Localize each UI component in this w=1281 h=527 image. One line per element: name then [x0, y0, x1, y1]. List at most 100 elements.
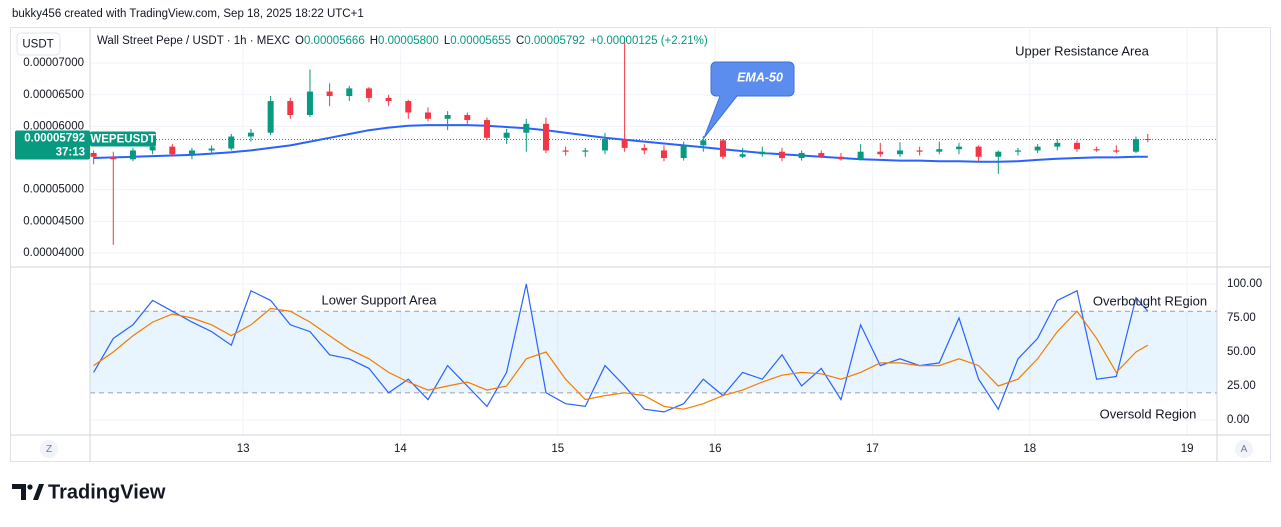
logo-dot: [27, 484, 33, 490]
annotation: Lower Support Area: [322, 292, 438, 307]
y-tick-label: 0.00004000: [23, 247, 84, 259]
candle-body: [385, 97, 392, 102]
symbol-legend: Wall Street Pepe / USDT · 1h · MEXC O0.00…: [97, 35, 708, 47]
x-tick-label: 14: [394, 443, 407, 455]
rsi-line: [93, 283, 1149, 413]
last-price-tag: [15, 130, 90, 160]
candle-body: [267, 101, 274, 133]
price-change: +0.00000125 (+2.21%): [590, 35, 708, 47]
y-tick-label: 0.00: [1227, 414, 1249, 426]
x-tick-label: 17: [866, 443, 879, 455]
ema-callout: [703, 61, 795, 139]
candle-body: [601, 139, 608, 151]
candle-body: [306, 91, 313, 115]
ohlc-key: L: [444, 35, 451, 47]
candle-body: [149, 146, 156, 151]
y-tick-label: 25.00: [1227, 380, 1256, 392]
ohlc-value: 0.00005792: [524, 35, 585, 47]
logo-shape: [33, 484, 44, 500]
annotation: Oversold Region: [1100, 406, 1197, 421]
candle-body: [208, 148, 215, 151]
y-tick-label: 100.00: [1227, 278, 1262, 290]
brand-name: TradingView: [48, 481, 166, 503]
candle-body: [129, 150, 136, 160]
candle-body: [1113, 150, 1120, 152]
candle-body: [621, 139, 628, 148]
candle-body: [680, 145, 687, 159]
chart-frame: [10, 27, 1271, 462]
candle-body: [1144, 139, 1151, 141]
annotation: Overbought REgion: [1093, 293, 1207, 308]
candle-body: [444, 114, 451, 119]
ohlc-key: C: [516, 35, 524, 47]
grid-layer: [90, 27, 1217, 435]
logo-shape: [12, 484, 26, 500]
marks-layer: [90, 38, 1217, 413]
candle-body: [936, 149, 943, 152]
candle-body: [857, 151, 864, 160]
candle-body: [562, 150, 569, 152]
candle-body: [346, 88, 353, 96]
candle-body: [818, 152, 825, 157]
candle-body: [1014, 150, 1021, 152]
ohlc-key: O: [295, 35, 304, 47]
candle-body: [110, 156, 117, 160]
candle-body: [1073, 142, 1080, 150]
x-tick-label: 13: [237, 443, 250, 455]
candle-body: [1093, 149, 1100, 151]
x-tick-label: 18: [1023, 443, 1036, 455]
candle-body: [877, 151, 884, 155]
ohlc-value: 0.00005655: [450, 35, 511, 47]
timezone-button-label[interactable]: Z: [46, 444, 52, 455]
candle-body: [1034, 146, 1041, 151]
x-tick-label: 16: [709, 443, 722, 455]
bar-countdown: 37:13: [56, 147, 85, 159]
candle-body: [719, 140, 726, 157]
auto-scale-button[interactable]: [1235, 440, 1253, 458]
candle-body: [896, 150, 903, 155]
candle-body: [1054, 142, 1061, 147]
y-tick-label: 0.00004500: [23, 215, 84, 227]
candle-body: [641, 147, 648, 151]
candle-body: [582, 150, 589, 152]
ohlc-value: 0.00005800: [378, 35, 439, 47]
auto-scale-button-label[interactable]: A: [1241, 444, 1248, 455]
annotation: Upper Resistance Area: [1015, 43, 1149, 58]
candle-body: [739, 154, 746, 157]
ticker-label: WEPEUSDT: [90, 134, 155, 146]
candle-body: [1132, 139, 1139, 152]
candle-body: [542, 123, 549, 151]
ema-callout-label: EMA-50: [737, 70, 783, 84]
currency-button[interactable]: [16, 32, 61, 56]
candle-body: [228, 136, 235, 149]
y-tick-label: 50.00: [1227, 346, 1256, 358]
candle-body: [798, 152, 805, 159]
x-tick-label: 19: [1181, 443, 1194, 455]
candle-body: [503, 132, 510, 138]
candle-body: [169, 146, 176, 155]
candle-body: [405, 101, 412, 113]
candle-body: [916, 150, 923, 152]
candle-body: [287, 101, 294, 115]
ohlc-value: 0.00005666: [304, 35, 365, 47]
candle-body: [188, 150, 195, 155]
candle-body: [837, 156, 844, 160]
rsi-line: [93, 307, 1149, 410]
brand-logo: TradingView: [12, 481, 166, 503]
timezone-button[interactable]: [40, 440, 58, 458]
candle-body: [660, 150, 667, 159]
candle-body: [483, 120, 490, 138]
currency-label[interactable]: USDT: [22, 39, 53, 51]
candle-body: [424, 112, 431, 119]
candle-body: [955, 146, 962, 150]
candle-body: [464, 114, 471, 121]
candle-body: [700, 140, 707, 146]
y-tick-label: 0.00005000: [23, 184, 84, 196]
candle-body: [778, 151, 785, 159]
x-tick-label: 15: [551, 443, 564, 455]
ticker-tag: [90, 131, 156, 147]
symbol-title: Wall Street Pepe / USDT · 1h · MEXC: [97, 35, 290, 47]
candle-body: [995, 151, 1002, 157]
y-tick-label: 0.00006000: [23, 120, 84, 132]
